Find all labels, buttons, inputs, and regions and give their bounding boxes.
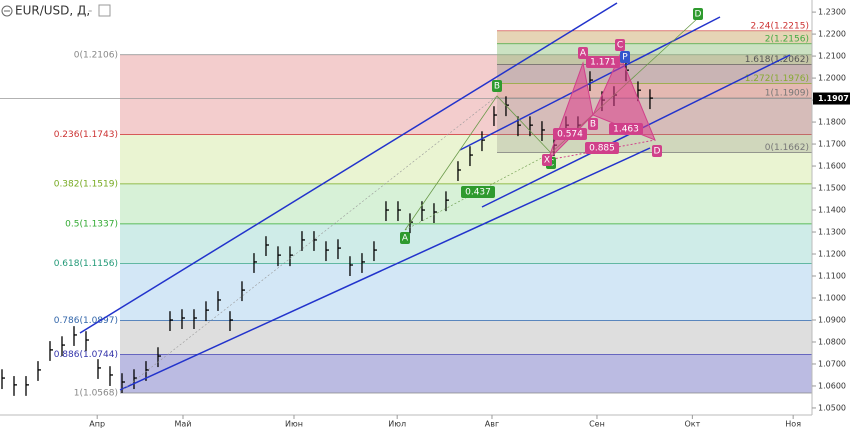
pattern-label: 0.885: [589, 144, 615, 154]
last-price-label: 1.1907: [818, 94, 849, 103]
y-tick-label: 1.0600: [818, 381, 846, 390]
x-tick-label: Июн: [285, 420, 303, 429]
fib-label: 0.382(1.1519): [54, 179, 118, 189]
last-price-box: [813, 92, 850, 105]
pattern-label-box: [652, 145, 662, 157]
fib-ext-label: 0(1.1662): [765, 143, 809, 153]
symbol-title: EUR/USD, Д,: [15, 4, 90, 18]
y-tick-label: 1.1100: [818, 272, 846, 281]
x-tick-label: Апр: [89, 420, 105, 429]
fib-ext-label: 1(1.1909): [765, 89, 809, 99]
pattern-label: 0.437: [465, 188, 491, 198]
interval-change: -: [88, 4, 92, 18]
pattern-label: C: [617, 41, 623, 51]
fib-ext-zone: [497, 43, 812, 65]
pattern-label-box: [588, 118, 598, 130]
settings-box[interactable]: [98, 4, 111, 17]
fib-ext-zone: [497, 98, 812, 153]
pattern-label-box: [693, 8, 703, 20]
y-tick-label: 1.1800: [818, 118, 846, 127]
pattern-label-box: [578, 47, 588, 59]
x-tick-label: Ноя: [785, 420, 801, 429]
fib-ext-label: 1.618(1.2062): [745, 55, 809, 65]
y-tick-label: 1.0700: [818, 359, 846, 368]
fib-zones: 0(1.2106) 0.236(1.1743) 0.382(1.1519) 0.5(1…: [0, 21, 812, 399]
x-tick-label: Окт: [684, 420, 700, 429]
pattern-label-box: [400, 232, 410, 244]
fib-ext-label: 2(1.2156): [765, 34, 809, 44]
fib-ext-label: 1.272(1.1976): [745, 74, 809, 84]
y-tick-label: 1.1600: [818, 162, 846, 171]
pattern-label: X: [544, 156, 550, 166]
x-tick-label: Июл: [388, 420, 406, 429]
y-tick-label: 1.1700: [818, 140, 846, 149]
pattern-label-box: [620, 51, 630, 63]
pattern-label: D: [654, 147, 661, 157]
fib-label: 0.236(1.1743): [54, 130, 118, 140]
fib-ext-label: 2.24(1.2215): [750, 21, 809, 31]
fib-zone: [120, 320, 812, 355]
pattern-label: P: [622, 53, 628, 63]
axes: 1.0500 1.0600 1.0700 1.0800 1.0900 1.1000 1.11…: [89, 8, 850, 429]
fib-label: 0.886(1.0744): [54, 350, 118, 360]
fib-zone: [120, 223, 812, 264]
pattern-label: B: [494, 82, 500, 92]
y-tick-label: 1.1000: [818, 293, 846, 302]
fib-zone: [120, 263, 812, 321]
y-tick-label: 1.1300: [818, 228, 846, 237]
pattern-label-box: [461, 186, 495, 198]
collapse-icon[interactable]: [1, 5, 13, 17]
pattern-label-box: [553, 128, 587, 140]
pattern-label: A: [402, 234, 409, 244]
pattern-label-box: [492, 80, 502, 92]
y-tick-label: 1.0800: [818, 337, 846, 346]
price-axis-bg: [812, 0, 850, 431]
pattern-line: [404, 152, 552, 231]
pattern-label-box: [615, 39, 625, 51]
x-tick-label: Авг: [485, 420, 499, 429]
pattern-label: 1.463: [613, 125, 639, 135]
fib-label: 0(1.2106): [74, 50, 118, 60]
pattern-label: 1.171: [590, 58, 616, 68]
y-tick-label: 1.1200: [818, 250, 846, 259]
fib-label: 0.5(1.1337): [65, 219, 118, 229]
fib-label: 0.786(1.0897): [54, 316, 118, 326]
y-tick-label: 1.2000: [818, 74, 846, 83]
pattern-label: A: [580, 49, 587, 59]
pattern-label-box: [609, 123, 643, 135]
fib-label: 0.618(1.1156): [54, 259, 118, 269]
channel-line: [119, 147, 651, 391]
y-tick-label: 1.2100: [818, 52, 846, 61]
y-tick-label: 1.2300: [818, 8, 846, 17]
fib-zone: [120, 134, 812, 184]
pattern-label-box: [585, 142, 619, 154]
x-tick-label: Сен: [589, 420, 605, 429]
channel-line: [459, 16, 721, 151]
pattern-label-box: [586, 56, 620, 68]
pattern-label: 0.574: [557, 130, 583, 140]
x-tick-label: Май: [174, 420, 191, 429]
y-tick-label: 1.1500: [818, 184, 846, 193]
y-tick-label: 1.0900: [818, 315, 846, 324]
fib-ext-zone: [497, 64, 812, 84]
fib-zone: [120, 354, 812, 394]
pattern-label: D: [695, 10, 702, 20]
y-tick-label: 1.1400: [818, 206, 846, 215]
channel-line: [79, 2, 618, 334]
fib-ext-zone: [497, 30, 812, 44]
pattern-label: B: [590, 120, 596, 130]
fib-label: 1(1.0568): [74, 389, 118, 399]
pattern-label-box: [542, 154, 552, 166]
y-tick-label: 1.0500: [818, 403, 846, 412]
fib-zone: [120, 54, 812, 135]
y-tick-label: 1.2200: [818, 30, 846, 39]
